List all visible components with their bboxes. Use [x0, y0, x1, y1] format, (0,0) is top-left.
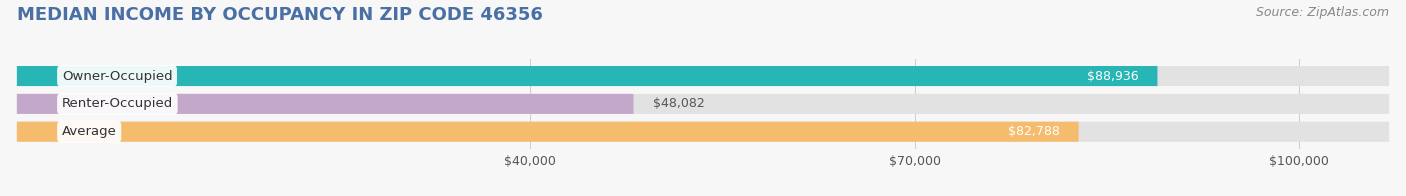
Text: MEDIAN INCOME BY OCCUPANCY IN ZIP CODE 46356: MEDIAN INCOME BY OCCUPANCY IN ZIP CODE 4… — [17, 6, 543, 24]
Text: Source: ZipAtlas.com: Source: ZipAtlas.com — [1256, 6, 1389, 19]
FancyBboxPatch shape — [17, 94, 1389, 114]
FancyBboxPatch shape — [17, 122, 1389, 142]
Text: $82,788: $82,788 — [1008, 125, 1059, 138]
Text: Average: Average — [62, 125, 117, 138]
FancyBboxPatch shape — [17, 122, 1078, 142]
FancyBboxPatch shape — [17, 66, 1157, 86]
Text: $48,082: $48,082 — [652, 97, 704, 110]
FancyBboxPatch shape — [17, 66, 1389, 86]
Text: Renter-Occupied: Renter-Occupied — [62, 97, 173, 110]
FancyBboxPatch shape — [17, 94, 634, 114]
Text: Owner-Occupied: Owner-Occupied — [62, 70, 173, 83]
Text: $88,936: $88,936 — [1087, 70, 1139, 83]
